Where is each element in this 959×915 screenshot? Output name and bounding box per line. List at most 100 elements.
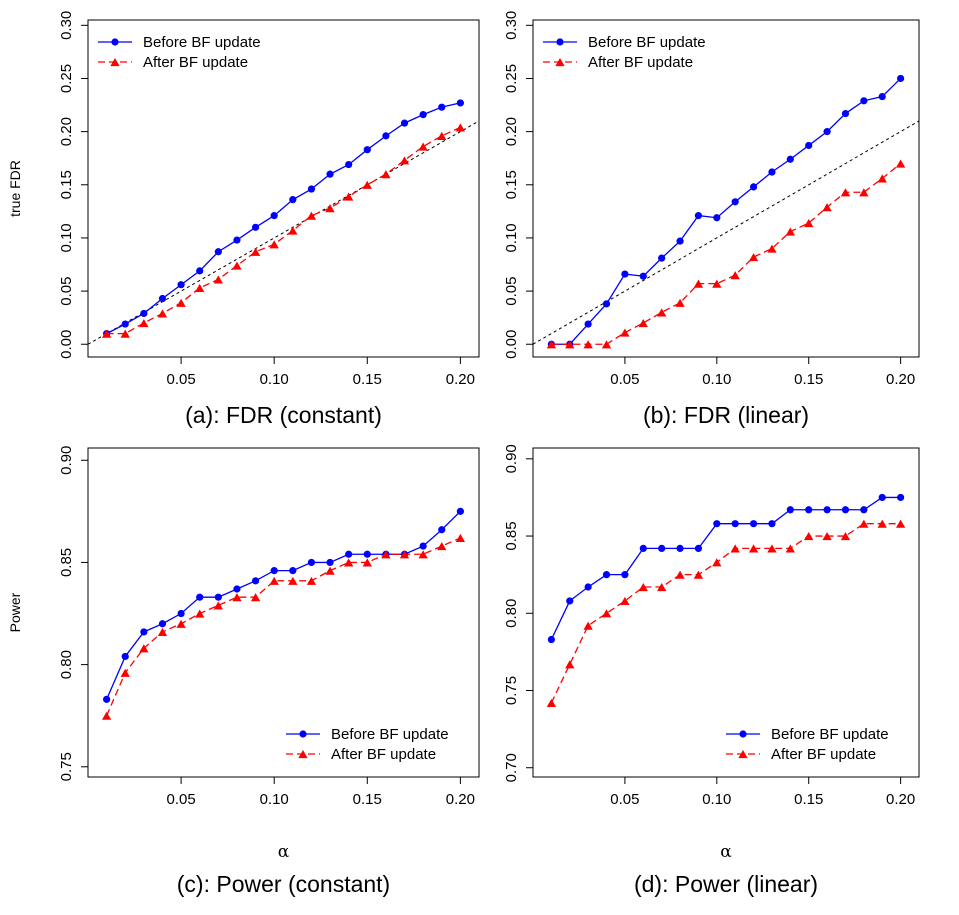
- data-point: [638, 583, 648, 592]
- y-tick-label: 0.15: [58, 170, 75, 199]
- legend-swatch-marker: [556, 38, 564, 46]
- data-point: [767, 244, 777, 253]
- data-point: [381, 550, 391, 559]
- y-tick-label: 0.90: [58, 446, 75, 475]
- data-point: [713, 520, 721, 528]
- series-after: [101, 533, 466, 720]
- data-point: [676, 237, 684, 245]
- data-point: [269, 576, 279, 585]
- data-point: [418, 550, 428, 559]
- data-point: [362, 558, 372, 567]
- data-point: [895, 519, 906, 528]
- data-point: [840, 188, 851, 197]
- data-point: [251, 577, 260, 585]
- data-point: [232, 261, 242, 270]
- data-point: [768, 168, 776, 176]
- data-point: [639, 272, 647, 280]
- data-point: [785, 544, 795, 553]
- data-point: [399, 550, 410, 559]
- series-before: [103, 507, 464, 703]
- data-point: [270, 212, 278, 220]
- data-point: [270, 567, 278, 575]
- data-point: [897, 74, 905, 83]
- x-tick-label: 0.15: [794, 791, 823, 808]
- data-point: [345, 550, 353, 558]
- y-tick-label: 0.05: [503, 276, 520, 305]
- data-point: [157, 309, 168, 318]
- data-point: [250, 247, 261, 256]
- y-tick-label: 0.25: [503, 64, 520, 93]
- data-point: [584, 583, 592, 591]
- data-point: [158, 620, 167, 628]
- data-point: [325, 204, 335, 213]
- data-point: [658, 254, 666, 262]
- legend: Before BF update After BF update: [98, 34, 261, 71]
- data-point: [620, 328, 630, 337]
- data-point: [344, 192, 354, 201]
- data-point: [878, 92, 886, 101]
- data-point: [103, 695, 111, 703]
- y-tick-label: 0.70: [503, 753, 520, 782]
- data-point: [456, 99, 464, 107]
- x-tick-label: 0.15: [353, 791, 382, 808]
- data-point: [438, 526, 446, 534]
- data-point: [177, 281, 185, 289]
- data-point: [895, 159, 906, 168]
- data-point: [620, 596, 630, 606]
- data-point: [712, 279, 722, 288]
- data-point: [288, 576, 298, 585]
- panel-title: (a): FDR (constant): [185, 402, 382, 428]
- panel-d: 0.05 0.10 0.15 0.20 0.70 0.75 0.80 0.85 0.90 α Bef…: [503, 444, 920, 897]
- data-point: [860, 97, 868, 105]
- y-tick-label: 0.10: [503, 223, 520, 252]
- data-point: [326, 170, 334, 178]
- series-line: [106, 102, 461, 335]
- data-point: [601, 609, 612, 618]
- data-point: [767, 544, 777, 553]
- data-point: [621, 571, 629, 579]
- data-point: [233, 585, 241, 593]
- data-point: [841, 506, 850, 514]
- y-tick-label: 0.20: [58, 117, 75, 146]
- y-tick-label: 0.30: [503, 11, 520, 40]
- data-point: [676, 544, 684, 552]
- data-point: [675, 570, 685, 579]
- data-point: [602, 571, 611, 579]
- y-tick-label: 0.25: [58, 64, 75, 93]
- series-line: [106, 537, 461, 716]
- x-tick-label: 0.05: [610, 371, 639, 388]
- data-point: [730, 271, 740, 280]
- data-point: [823, 506, 831, 514]
- data-point: [419, 111, 427, 119]
- data-point: [621, 270, 629, 278]
- legend: Before BF update After BF update: [726, 726, 889, 763]
- data-point: [805, 506, 813, 514]
- x-axis-label: α: [278, 842, 290, 862]
- legend-swatch-marker: [110, 58, 120, 67]
- legend-entry-label: Before BF update: [588, 34, 706, 51]
- data-point: [139, 318, 149, 328]
- legend-entry-label: After BF update: [331, 746, 436, 763]
- legend-swatch-marker: [299, 730, 307, 738]
- data-point: [289, 567, 297, 575]
- data-point: [438, 103, 446, 111]
- x-tick-label: 0.20: [886, 791, 915, 808]
- data-point: [382, 132, 390, 140]
- series-line: [106, 126, 461, 335]
- data-point: [288, 226, 298, 235]
- data-point: [804, 532, 814, 541]
- data-point: [840, 532, 851, 541]
- data-point: [214, 593, 222, 601]
- data-point: [547, 635, 555, 644]
- y-tick-label: 0.30: [58, 11, 75, 40]
- y-tick-label: 0.10: [58, 223, 75, 252]
- data-point: [363, 550, 371, 558]
- legend-entry-label: Before BF update: [331, 726, 449, 743]
- data-point: [897, 493, 905, 502]
- legend: Before BF update After BF update: [543, 34, 706, 71]
- series-after: [546, 519, 906, 707]
- data-point: [675, 298, 685, 307]
- data-point: [455, 533, 466, 543]
- data-point: [196, 593, 204, 601]
